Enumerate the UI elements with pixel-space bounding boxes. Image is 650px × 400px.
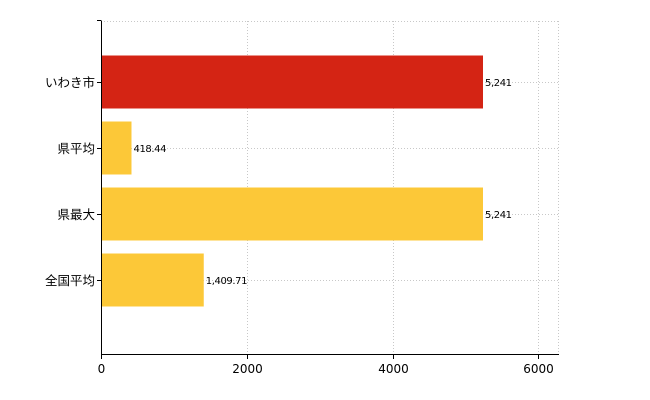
category-label: 県平均 <box>57 141 95 156</box>
data-label: 418.44 <box>133 144 166 155</box>
bar <box>101 121 132 175</box>
category-label: 全国平均 <box>45 273 95 288</box>
category-label: いわき市 <box>45 75 95 90</box>
bar <box>101 187 483 241</box>
x-tick-label: 0 <box>98 362 106 376</box>
bar <box>101 253 204 307</box>
labels: 5,241 いわき市 418.44 県平均 5,241 県最大 1,409.71 全国平均 0 2… <box>45 75 554 376</box>
category-label: 県最大 <box>57 207 95 222</box>
x-tick-label: 4000 <box>378 362 409 376</box>
x-tick-label: 6000 <box>523 362 554 376</box>
data-label: 5,241 <box>485 78 512 89</box>
x-tick-label: 2000 <box>232 362 263 376</box>
bar <box>101 55 483 109</box>
bars <box>101 55 483 307</box>
axes <box>97 20 559 359</box>
data-label: 5,241 <box>485 210 512 221</box>
data-label: 1,409.71 <box>206 276 247 287</box>
